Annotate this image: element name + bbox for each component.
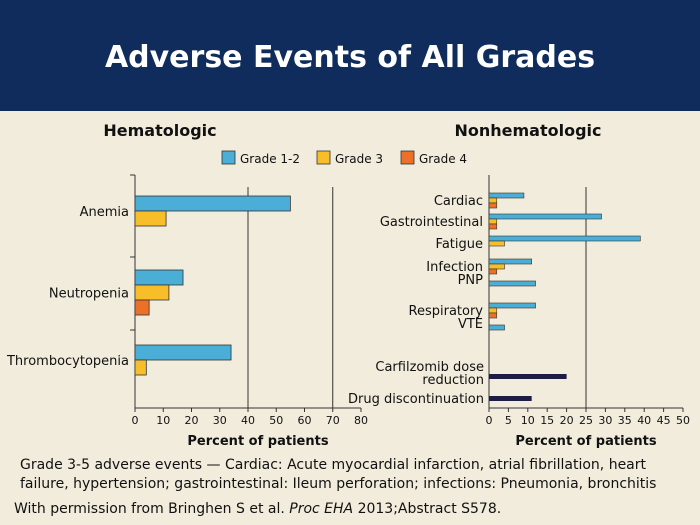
nonhematologic-bar-infection-grade-3	[488, 263, 505, 270]
hematologic-x-tick-label: 0	[132, 414, 139, 427]
hematologic-x-tick-label: 60	[298, 414, 312, 427]
nonhematologic-bar-cardiac-grade-3	[488, 197, 498, 204]
nonhematologic-x-tick-label: 10	[521, 414, 535, 427]
legend-swatch-grade-1-2	[221, 150, 236, 165]
slide-title: Adverse Events of All Grades	[104, 40, 596, 75]
hematologic-x-tick-label: 50	[269, 414, 283, 427]
nonhematologic-bar-respiratory-grade-3	[488, 307, 498, 314]
nonhematologic-category-label-infection: Infection	[426, 260, 483, 275]
nonhematologic-row-label-carfilzomib-dose-reduction: Carfilzomib dose	[375, 360, 484, 375]
credit-journal: Proc EHA	[289, 501, 354, 517]
nonhematologic-x-axis-label: Percent of patients	[515, 434, 656, 449]
legend-label-grade-1-2: Grade 1-2	[240, 152, 300, 166]
hematologic-category-label-anemia: Anemia	[80, 205, 129, 220]
hematologic-bar-neutropenia-grade-3	[134, 284, 170, 301]
hematologic-x-tick-label: 70	[326, 414, 340, 427]
nonhematologic-category-label-respiratory: Respiratory	[409, 304, 484, 319]
nonhematologic-x-tick-label: 0	[486, 414, 493, 427]
hematologic-bar-anemia-grade-3	[134, 210, 167, 227]
nonhematologic-bar-infection-grade-4	[488, 268, 498, 275]
nonhematologic-bar-drug-discontinuation	[489, 396, 532, 401]
hematologic-x-tick-label: 40	[241, 414, 255, 427]
source-credit: With permission from Bringhen S et al. P…	[14, 501, 694, 517]
nonhematologic-bar-pnp-grade-1-2	[488, 280, 536, 287]
nonhematologic-category-label-fatigue: Fatigue	[436, 237, 483, 252]
nonhematologic-x-tick-label: 30	[598, 414, 612, 427]
title-banner: Adverse Events of All Grades	[0, 0, 700, 111]
nonhematologic-row-label-drug-discontinuation: Drug discontinuation	[348, 392, 484, 407]
nonhematologic-bar-gastrointestinal-grade-4	[488, 223, 498, 230]
hematologic-category-label-thrombocytopenia: Thrombocytopenia	[6, 354, 129, 369]
legend-label-grade-4: Grade 4	[419, 152, 467, 166]
hematologic-x-axis-label: Percent of patients	[187, 434, 328, 449]
nonhematologic-x-tick-label: 5	[505, 414, 512, 427]
hematologic-category-label-neutropenia: Neutropenia	[49, 287, 129, 302]
adverse-events-chart: Hematologic Nonhematologic Grade 1-2 Grade …	[6, 121, 690, 449]
nonhematologic-x-tick-label: 50	[676, 414, 690, 427]
hematologic-bar-thrombocytopenia-grade-1-2	[134, 344, 232, 361]
hematologic-panel-title: Hematologic	[103, 121, 216, 140]
nonhematologic-bar-infection-grade-1-2	[488, 258, 532, 265]
nonhematologic-category-label-gastrointestinal: Gastrointestinal	[380, 215, 483, 230]
nonhematologic-category-label-cardiac: Cardiac	[434, 194, 483, 209]
hematologic-x-tick-label: 10	[156, 414, 170, 427]
nonhematologic-row-label-carfilzomib-dose-reduction: reduction	[422, 373, 484, 388]
nonhematologic-category-label-vte: VTE	[458, 317, 483, 332]
hematologic-x-tick-label: 80	[354, 414, 368, 427]
nonhematologic-x-tick-label: 45	[657, 414, 671, 427]
nonhematologic-x-tick-label: 40	[637, 414, 651, 427]
hematologic-bar-neutropenia-grade-1-2	[134, 269, 184, 286]
nonhematologic-bar-cardiac-grade-1-2	[488, 192, 525, 199]
nonhematologic-bar-vte-grade-1-2	[488, 324, 505, 331]
hematologic-bar-neutropenia-grade-4	[134, 299, 150, 316]
nonhematologic-bar-fatigue-grade-1-2	[488, 235, 641, 242]
nonhematologic-bar-respiratory-grade-4	[488, 312, 498, 319]
hematologic-bar-anemia-grade-1-2	[134, 195, 291, 212]
nonhematologic-bar-fatigue-grade-3	[488, 240, 505, 247]
nonhematologic-x-tick-label: 25	[579, 414, 593, 427]
credit-suffix: 2013;Abstract S578.	[353, 501, 502, 517]
nonhematologic-bar-cardiac-grade-4	[488, 202, 498, 209]
legend-swatch-grade-3	[316, 150, 331, 165]
nonhematologic-x-tick-label: 15	[540, 414, 554, 427]
credit-prefix: With permission from Bringhen S et al.	[14, 501, 290, 517]
nonhematologic-x-tick-label: 35	[618, 414, 632, 427]
nonhematologic-category-label-pnp: PNP	[458, 273, 484, 288]
nonhematologic-bar-respiratory-grade-1-2	[488, 302, 536, 309]
hematologic-bar-thrombocytopenia-grade-3	[134, 359, 147, 376]
hematologic-x-tick-label: 30	[213, 414, 227, 427]
nonhematologic-bar-gastrointestinal-grade-1-2	[488, 213, 602, 220]
nonhematologic-bar-carfilzomib-dose-reduction	[489, 374, 567, 379]
legend-label-grade-3: Grade 3	[335, 152, 383, 166]
nonhematologic-panel-title: Nonhematologic	[454, 121, 601, 140]
grade-3-5-footnote: Grade 3-5 adverse events — Cardiac: Acut…	[20, 457, 657, 492]
nonhematologic-x-tick-label: 20	[560, 414, 574, 427]
legend-swatch-grade-4	[400, 150, 415, 165]
hematologic-x-tick-label: 20	[185, 414, 199, 427]
nonhematologic-bar-gastrointestinal-grade-3	[488, 218, 498, 225]
